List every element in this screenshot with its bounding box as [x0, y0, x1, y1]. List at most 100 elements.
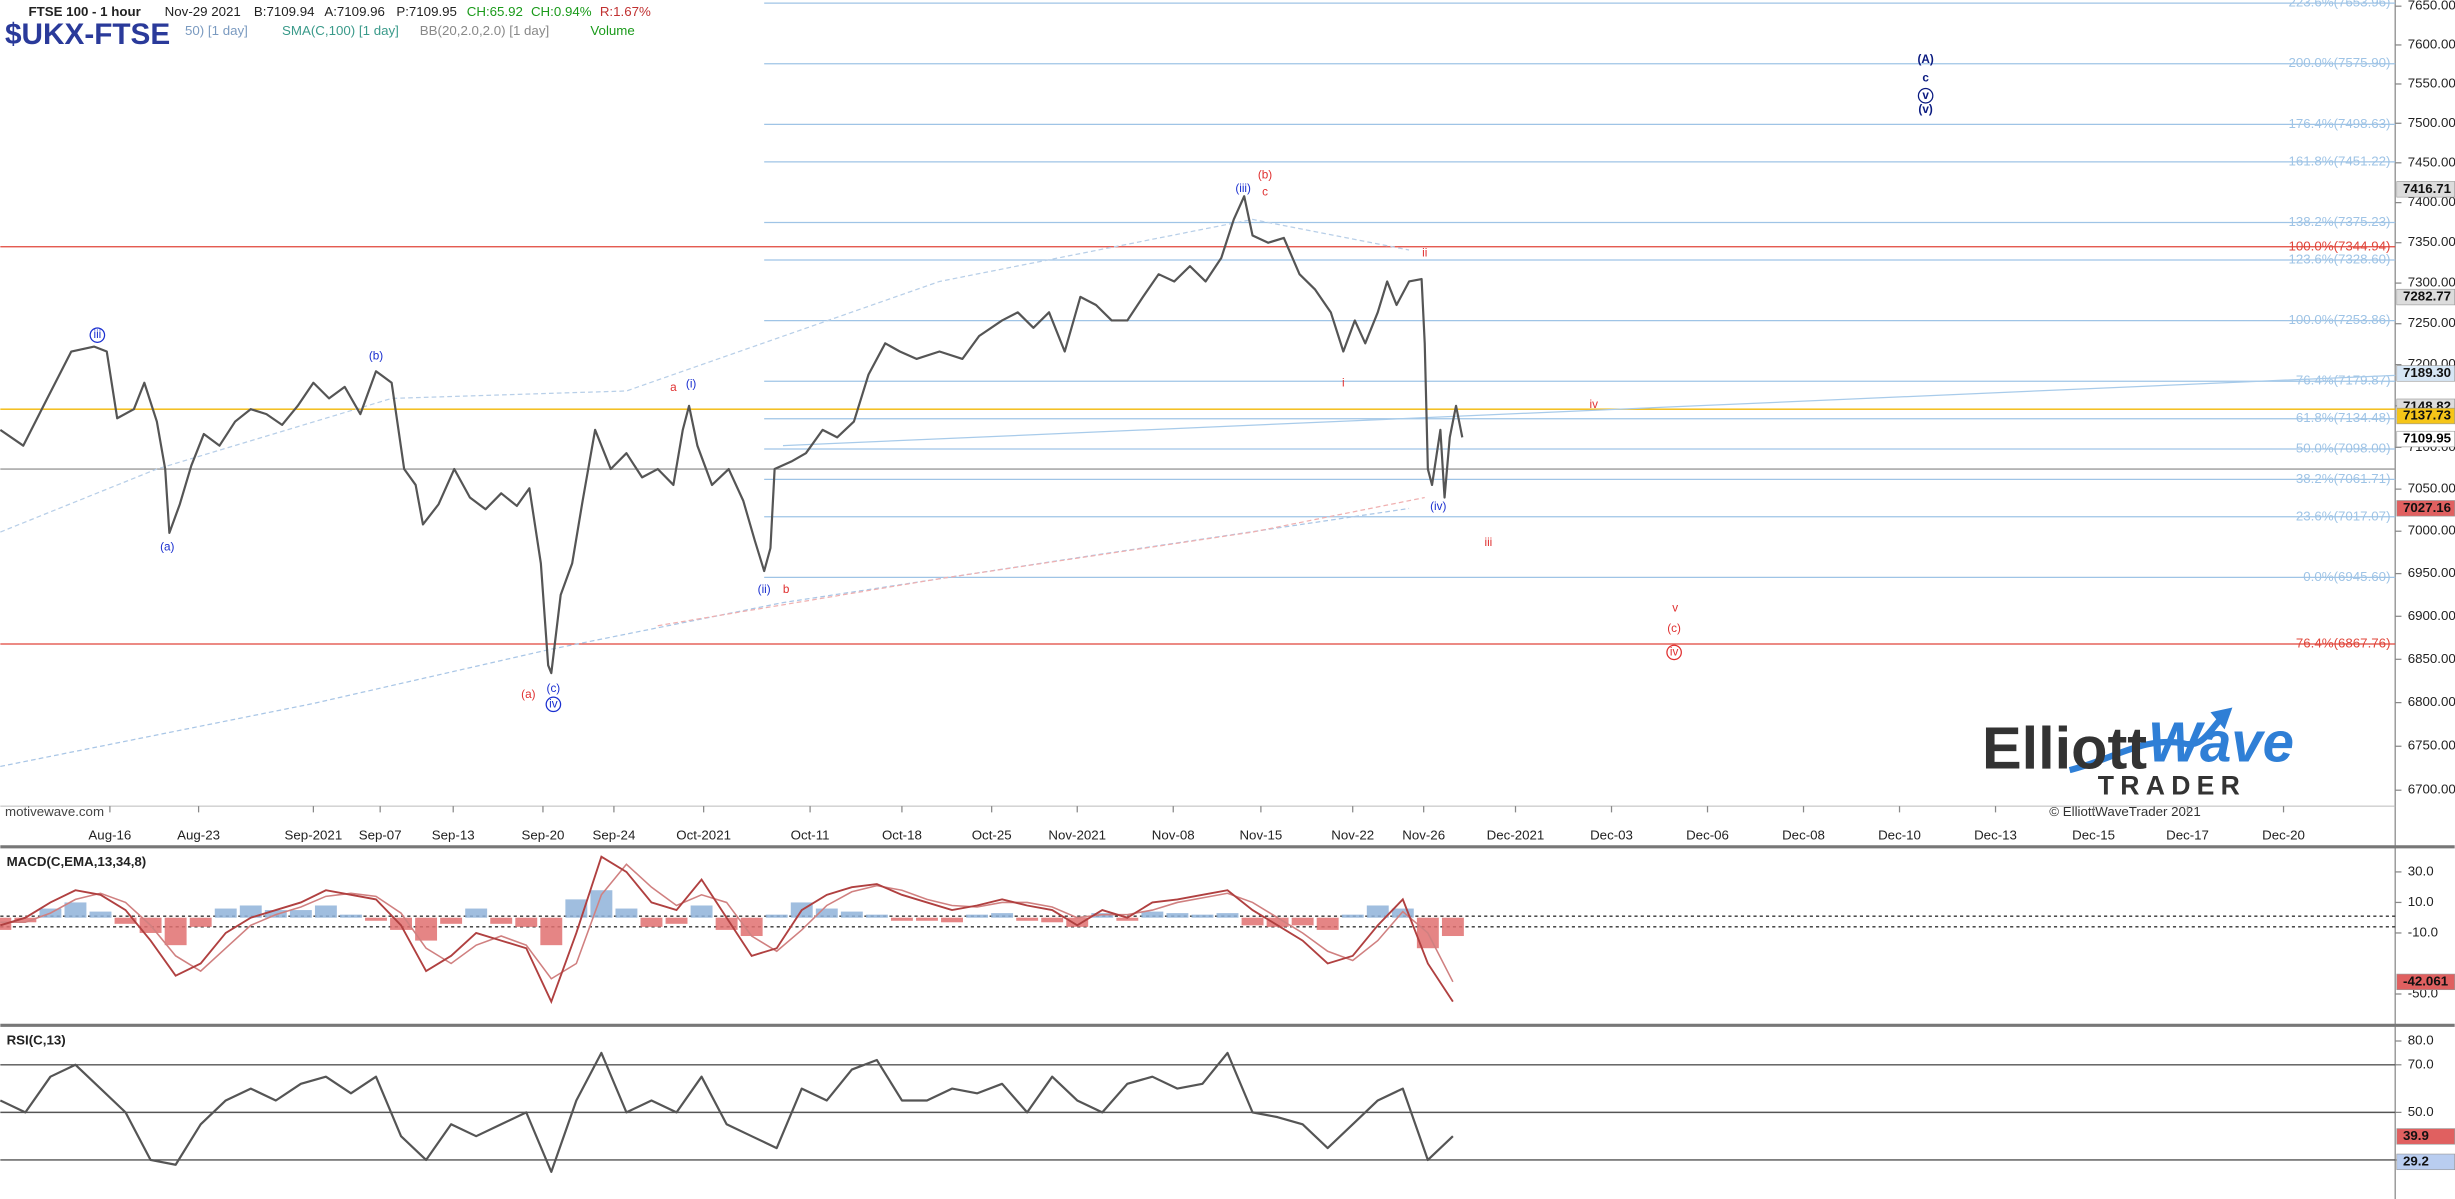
y-tick-label: 6950.00: [2408, 565, 2455, 580]
x-tick-label: Dec-13: [1974, 827, 2017, 842]
wave-label: (b): [1258, 169, 1272, 182]
y-tick-label: 6900.00: [2408, 608, 2455, 623]
histogram-bar: [1241, 917, 1264, 926]
histogram-bar: [189, 917, 212, 927]
fib-label: 123.6%(7328.60): [2288, 251, 2390, 266]
histogram-bar: [565, 899, 588, 918]
y-tick-label: 7250.00: [2408, 315, 2455, 330]
fib-label: 50.0%(7098.00): [2296, 441, 2391, 456]
histogram-bar: [1341, 914, 1364, 918]
histogram-bar: [1016, 917, 1039, 921]
change: CH:65.92: [467, 4, 523, 19]
histogram-bar: [440, 917, 463, 924]
price-tag-label: 7109.95: [2403, 431, 2452, 446]
x-tick-label: Dec-15: [2072, 827, 2115, 842]
histogram-bar: [1316, 917, 1339, 930]
x-tick-label: Dec-03: [1590, 827, 1633, 842]
histogram-bar: [365, 917, 387, 921]
symbol: $UKX-FTSE: [5, 18, 170, 51]
y-tick-label: 7050.00: [2408, 481, 2455, 496]
y-tick-label: 7500.00: [2408, 115, 2455, 130]
wave-label-circle: [1917, 87, 1934, 104]
histogram-bar: [114, 917, 137, 924]
wave-label: v: [1672, 602, 1678, 615]
price-tag-label: 39.9: [2403, 1128, 2429, 1143]
histogram-bar: [1191, 914, 1214, 918]
y-tick-label: 7550.00: [2408, 75, 2455, 90]
wave-label: ii: [1422, 246, 1427, 259]
price-tag-label: -42.061: [2403, 973, 2449, 988]
study-legend: BB(20,2.0,2.0) [1 day]: [420, 23, 549, 38]
x-tick-label: Dec-08: [1782, 827, 1825, 842]
x-tick-label: Sep-13: [432, 827, 475, 842]
fib-label: 76.4%(7179.87): [2296, 373, 2391, 388]
x-tick-label: Nov-22: [1331, 827, 1374, 842]
overlay-line: [657, 496, 1425, 627]
change-pct: CH:0.94%: [531, 4, 592, 19]
histogram-bar: [64, 902, 87, 918]
logo-swoosh: [2068, 714, 2226, 774]
histogram-bar: [1066, 917, 1089, 927]
histogram-bar: [840, 911, 863, 918]
study-legend: 50) [1 day]: [185, 23, 248, 38]
wave-label: (i): [686, 377, 697, 390]
logo-brand: Wave: [2148, 711, 2294, 774]
macd-line: [0, 855, 1454, 1005]
wave-label: iv: [549, 697, 558, 710]
y-tick-label: 70.0: [2408, 1056, 2434, 1071]
logo-copyright: © ElliottWaveTrader 2021: [2049, 804, 2200, 819]
instrument-name: FTSE 100 - 1 hour: [29, 4, 141, 19]
wave-label: iv: [1590, 398, 1599, 411]
wave-label: c: [1922, 72, 1929, 85]
histogram-bar: [941, 917, 963, 923]
y-tick-label: 7600.00: [2408, 36, 2455, 51]
last-price: P:7109.95: [396, 4, 457, 19]
histogram-bar: [966, 914, 989, 918]
price-line: [0, 1051, 1454, 1173]
y-tick-label: 6750.00: [2408, 738, 2455, 753]
price-tag-label: 29.2: [2403, 1153, 2429, 1168]
wave-label: (v): [1918, 103, 1932, 116]
panel-title: RSI(C,13): [7, 1032, 66, 1047]
x-tick-label: Dec-20: [2262, 827, 2305, 842]
wave-label: (ii): [758, 583, 771, 596]
wave-label: iii: [93, 328, 101, 341]
bid: B:7109.94: [254, 4, 315, 19]
histogram-bar: [1041, 917, 1064, 923]
logo-brand: TRADER: [2098, 770, 2246, 800]
fib-label: 38.2%(7061.71): [2296, 471, 2391, 486]
histogram-bar: [865, 914, 888, 918]
histogram-bar: [1166, 913, 1189, 918]
wave-label: (b): [369, 350, 383, 363]
histogram-bar: [1266, 917, 1289, 927]
histogram-bar: [89, 911, 112, 918]
histogram-bar: [991, 913, 1014, 918]
x-tick-label: Sep-07: [359, 827, 402, 842]
y-tick-label: 7400.00: [2408, 194, 2455, 209]
logo-arrow: [2210, 707, 2233, 730]
y-tick-label: 10.0: [2408, 894, 2434, 909]
price-tag-label: 7137.73: [2403, 408, 2451, 423]
histogram-bar: [339, 914, 362, 918]
histogram-bar: [890, 917, 913, 921]
histogram-bar: [164, 917, 187, 946]
y-tick-label: 7650.00: [2408, 0, 2455, 13]
fib-label: 100.0%(7344.94): [2288, 238, 2390, 253]
histogram-bar: [815, 908, 838, 918]
x-tick-label: Dec-2021: [1487, 827, 1545, 842]
x-tick-label: Nov-2021: [1048, 827, 1106, 842]
wave-label: (c): [547, 682, 561, 695]
y-tick-label: 30.0: [2408, 863, 2434, 878]
wave-label-circle: [545, 696, 562, 713]
price-tag-label: 7416.71: [2403, 181, 2452, 196]
wave-label: (iv): [1430, 500, 1446, 513]
logo-brand: Elliott: [1982, 715, 2147, 782]
wave-label: a: [670, 381, 677, 394]
watermark: motivewave.com: [5, 804, 104, 819]
histogram-bar: [916, 917, 938, 921]
x-tick-label: Nov-26: [1402, 827, 1445, 842]
histogram-bar: [515, 917, 538, 927]
y-tick-label: -10.0: [2408, 924, 2438, 939]
overlay-line: [782, 374, 2396, 447]
